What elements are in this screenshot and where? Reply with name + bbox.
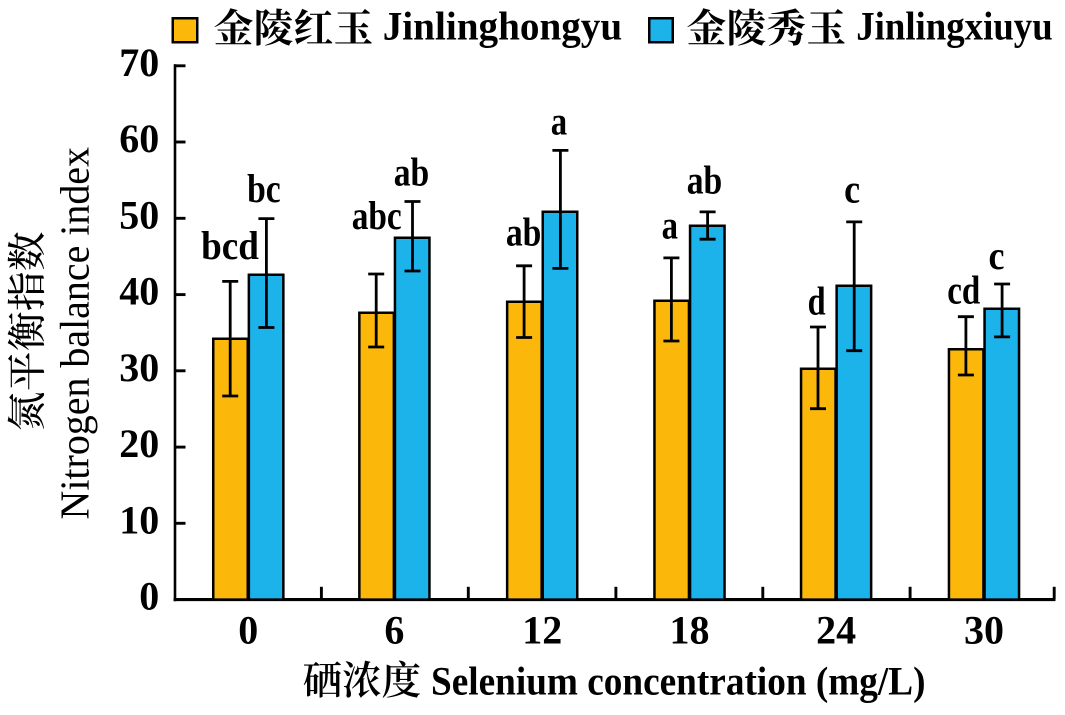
svg-text:12: 12 xyxy=(522,608,562,653)
svg-text:70: 70 xyxy=(119,40,159,85)
svg-text:ab: ab xyxy=(506,210,542,255)
svg-text:60: 60 xyxy=(119,116,159,161)
svg-text:bcd: bcd xyxy=(201,223,259,268)
svg-text:c: c xyxy=(989,233,1005,278)
svg-text:Jinlingxiuyu: Jinlingxiuyu xyxy=(856,4,1052,49)
svg-text:ab: ab xyxy=(687,157,723,202)
svg-text:ab: ab xyxy=(394,150,430,195)
svg-text:20: 20 xyxy=(119,421,159,466)
svg-text:bc: bc xyxy=(247,166,281,211)
svg-text:c: c xyxy=(844,167,860,212)
svg-text:30: 30 xyxy=(964,608,1004,653)
svg-text:cd: cd xyxy=(947,268,980,313)
svg-text:50: 50 xyxy=(119,192,159,237)
svg-text:0: 0 xyxy=(238,608,258,653)
svg-text:Nitrogen balance index: Nitrogen balance index xyxy=(51,147,97,520)
svg-text:Selenium concentration (mg/L): Selenium concentration (mg/L) xyxy=(431,659,926,704)
svg-text:40: 40 xyxy=(119,269,159,314)
svg-text:30: 30 xyxy=(119,345,159,390)
svg-text:10: 10 xyxy=(119,497,159,542)
svg-text:6: 6 xyxy=(384,608,404,653)
svg-text:a: a xyxy=(662,203,678,248)
svg-text:Jinlinghongyu: Jinlinghongyu xyxy=(383,4,623,49)
svg-text:0: 0 xyxy=(139,574,159,619)
svg-text:18: 18 xyxy=(670,608,710,653)
svg-text:24: 24 xyxy=(816,608,856,653)
svg-text:a: a xyxy=(551,99,567,144)
svg-text:d: d xyxy=(808,278,826,323)
svg-text:abc: abc xyxy=(352,193,402,238)
